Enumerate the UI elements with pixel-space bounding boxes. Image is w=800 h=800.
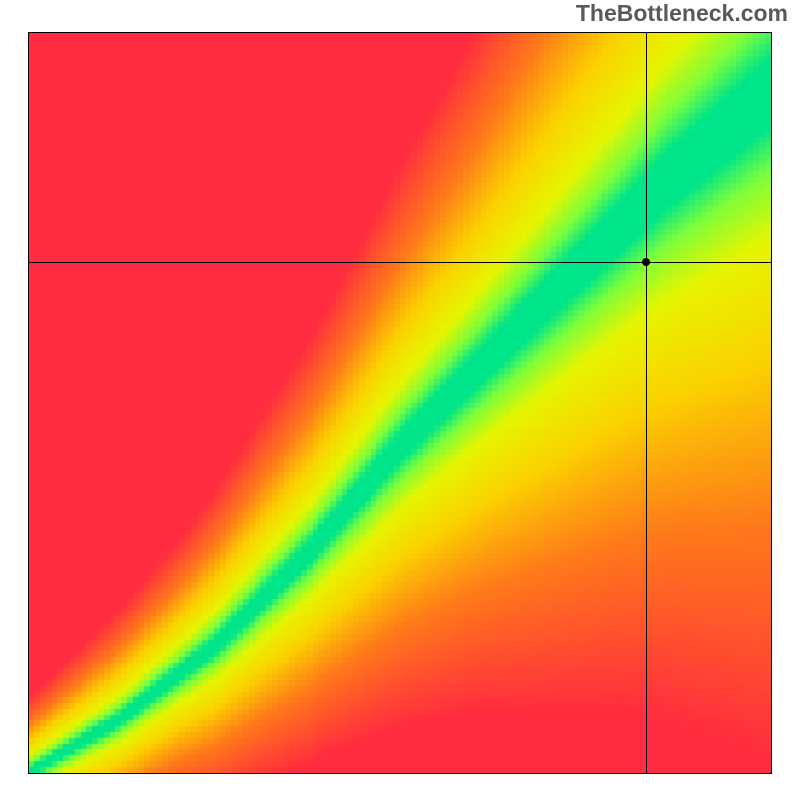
root: TheBottleneck.com [0, 0, 800, 800]
heatmap-canvas [29, 33, 771, 773]
crosshair-horizontal-line [29, 262, 771, 263]
crosshair-vertical-line [646, 33, 647, 773]
watermark-text: TheBottleneck.com [576, 0, 788, 27]
crosshair-marker [642, 258, 650, 266]
plot-area [28, 32, 772, 774]
